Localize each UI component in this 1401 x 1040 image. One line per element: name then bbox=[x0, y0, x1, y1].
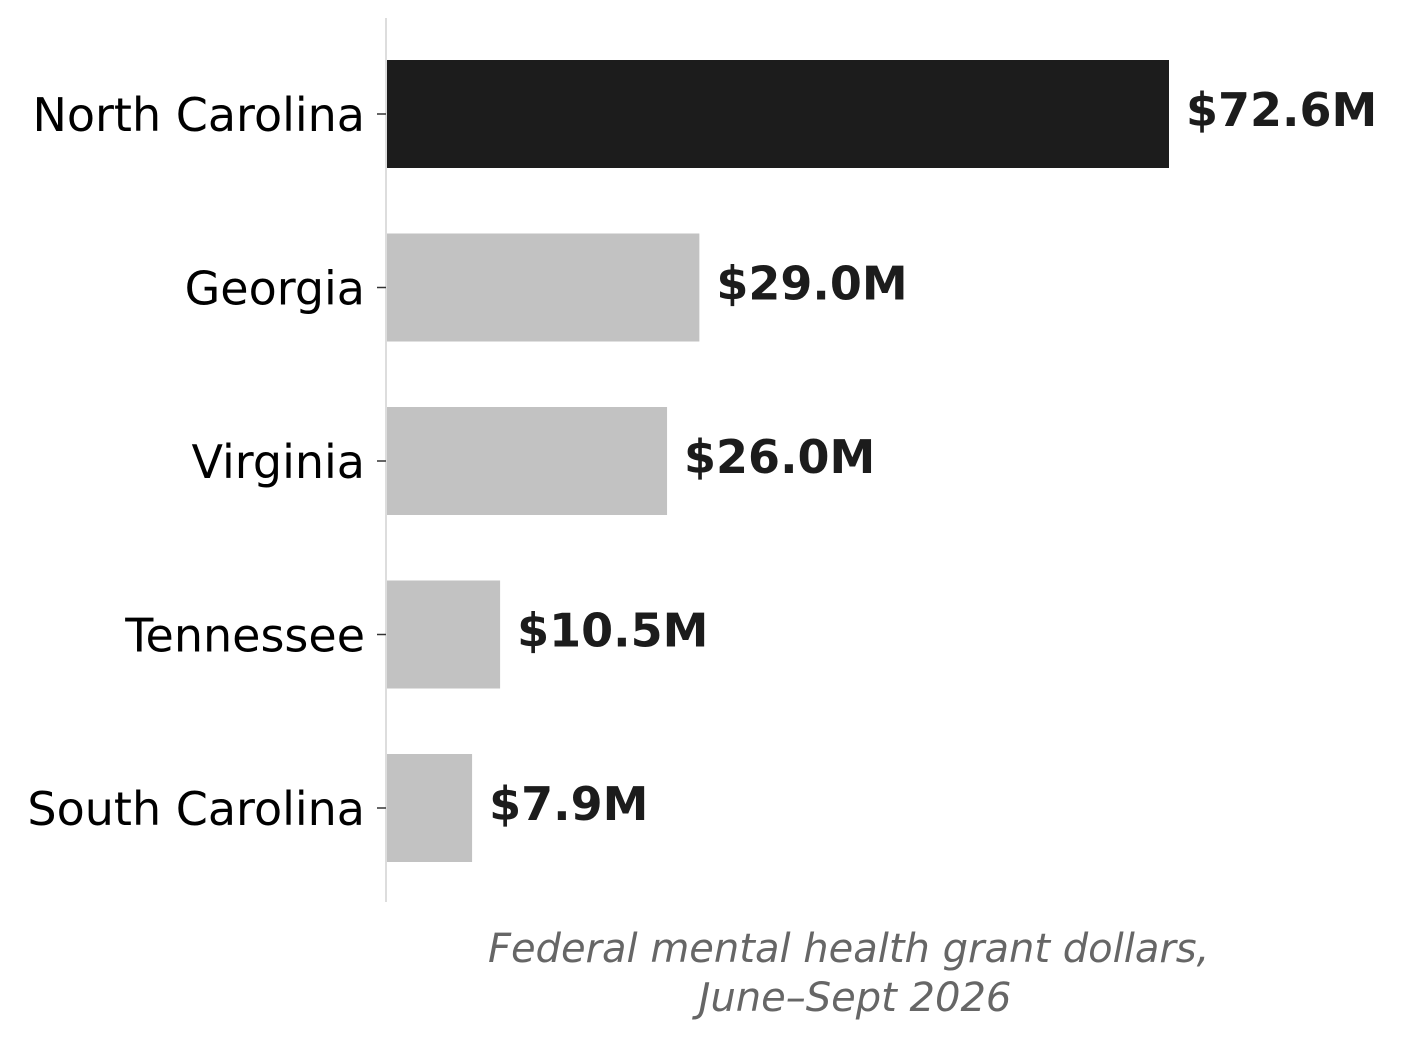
bar-virginia bbox=[387, 407, 668, 515]
category-label-tennessee: Tennessee bbox=[124, 609, 365, 663]
bar-georgia bbox=[387, 233, 700, 342]
value-label-tennessee: $10.5M bbox=[517, 604, 708, 658]
value-label-south-carolina: $7.9M bbox=[489, 777, 648, 831]
value-label-north-carolina: $72.6M bbox=[1186, 83, 1377, 137]
category-label-virginia: Virginia bbox=[192, 435, 365, 489]
bar-north-carolina bbox=[387, 60, 1169, 168]
x-axis-label: Federal mental health grant dollars, Jun… bbox=[488, 926, 1222, 1021]
category-label-georgia: Georgia bbox=[185, 262, 365, 316]
bars-layer: North Carolina $72.6M Georgia $29.0M Virgini… bbox=[27, 60, 1377, 862]
category-label-south-carolina: South Carolina bbox=[27, 782, 365, 836]
category-label-north-carolina: North Carolina bbox=[32, 88, 365, 142]
bar-south-carolina bbox=[387, 754, 473, 862]
value-label-virginia: $26.0M bbox=[684, 430, 875, 484]
x-axis-label-line-1: Federal mental health grant dollars, bbox=[488, 926, 1209, 972]
bar-tennessee bbox=[387, 580, 501, 689]
value-label-georgia: $29.0M bbox=[716, 257, 907, 311]
x-axis-label-line-2: June–Sept 2026 bbox=[692, 975, 1012, 1021]
